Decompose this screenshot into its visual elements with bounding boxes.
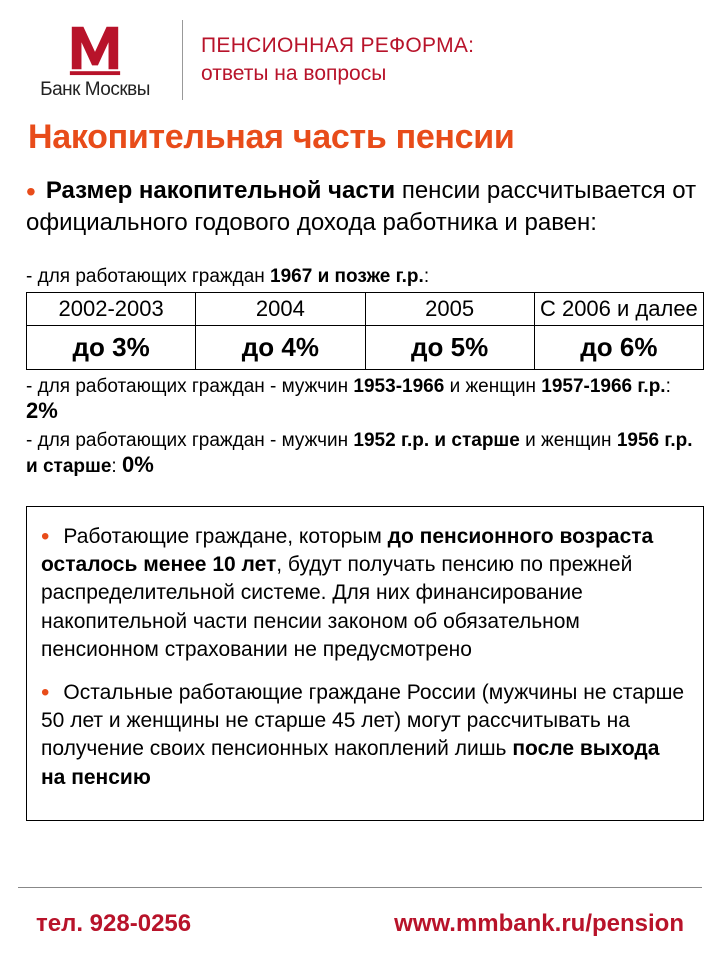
th-3: С 2006 и далее [534,292,703,325]
bank-logo-icon [66,19,124,77]
g3-pct: 0% [122,452,154,477]
g1-suffix: : [424,266,429,287]
intro-paragraph: •Размер накопительной части пенсии рассч… [26,175,702,240]
g1-bold: 1967 и позже г.р. [270,266,424,287]
g2-pct: 2% [26,398,58,423]
g3-b1: 1952 г.р. и старше [353,430,519,451]
header-line1: ПЕНСИОННАЯ РЕФОРМА: [201,32,474,60]
g2-suffix: : [666,376,671,397]
footer-divider [18,887,702,888]
bp1-pre: Работающие граждане, которым [63,525,387,548]
table-row: 2002-2003 2004 2005 С 2006 и далее [27,292,704,325]
group-1952: - для работающих граждан - мужчин 1952 г… [26,430,702,478]
logo: Банк Москвы [20,19,170,101]
tv-3: до 6% [534,325,703,369]
footer-phone: тел. 928-0256 [36,910,191,938]
g2-mid: и женщин [444,376,541,397]
th-0: 2002-2003 [27,292,196,325]
g3-mid: и женщин [520,430,617,451]
box-p2: •Остальные работающие граждане России (м… [41,679,689,792]
th-1: 2004 [196,292,365,325]
bullet-icon: • [26,176,36,207]
bullet-icon: • [41,523,49,550]
footer-url: www.mmbank.ru/pension [394,910,684,938]
g2-b1: 1953-1966 [353,376,444,397]
tv-2: до 5% [365,325,534,369]
g1-prefix: - для работающих граждан [26,266,270,287]
th-2: 2005 [365,292,534,325]
footer: тел. 928-0256 www.mmbank.ru/pension [0,910,720,938]
tv-0: до 3% [27,325,196,369]
group-1967: - для работающих граждан 1967 и позже г.… [26,266,702,288]
tv-1: до 4% [196,325,365,369]
box-p1: •Работающие граждане, которым до пенсион… [41,523,689,665]
table-row: до 3% до 4% до 5% до 6% [27,325,704,369]
group-1953: - для работающих граждан - мужчин 1953-1… [26,376,702,424]
logo-text: Банк Москвы [40,79,150,101]
info-box: •Работающие граждане, которым до пенсион… [26,506,704,821]
header-title: ПЕНСИОННАЯ РЕФОРМА: ответы на вопросы [201,32,474,89]
rates-table: 2002-2003 2004 2005 С 2006 и далее до 3%… [26,292,704,370]
header-divider [182,20,183,100]
g2-prefix: - для работающих граждан - мужчин [26,376,353,397]
bullet-icon: • [41,679,49,706]
content: •Размер накопительной части пенсии рассч… [0,175,720,821]
intro-bold: Размер накопительной части [46,177,395,204]
g2-b2: 1957-1966 г.р. [541,376,665,397]
g3-prefix: - для работающих граждан - мужчин [26,430,353,451]
page-title: Накопительная часть пенсии [28,118,720,157]
header: Банк Москвы ПЕНСИОННАЯ РЕФОРМА: ответы н… [0,0,720,110]
header-line2: ответы на вопросы [201,60,474,88]
g3-suffix: : [111,456,122,477]
